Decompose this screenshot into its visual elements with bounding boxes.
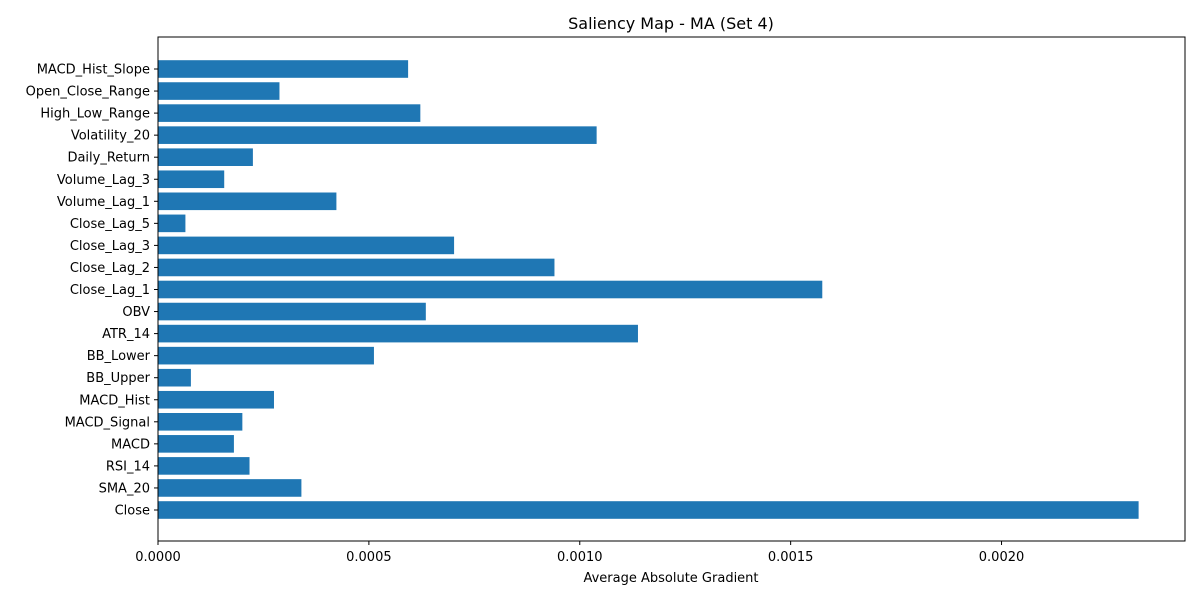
x-tick-label-0: 0.0000 — [135, 550, 181, 565]
bars-group — [158, 60, 1139, 519]
bar-macd-signal — [158, 413, 243, 431]
y-tick-label-atr-14: ATR_14 — [102, 327, 150, 342]
bar-open-close-range — [158, 82, 280, 100]
y-tick-label-open-close-range: Open_Close_Range — [26, 85, 150, 100]
bar-bb-upper — [158, 368, 191, 387]
y-tick-label-macd: MACD — [111, 437, 150, 452]
bar-close-lag-3 — [158, 236, 455, 255]
y-tick-label-sma-20: SMA_20 — [99, 481, 150, 496]
y-tick-label-daily-return: Daily_Return — [67, 151, 150, 166]
x-tick-label-3: 0.0015 — [768, 550, 814, 565]
y-tick-label-macd-hist-slope: MACD_Hist_Slope — [37, 63, 150, 78]
x-tick-label-4: 0.0020 — [979, 550, 1025, 565]
bar-high-low-range — [158, 104, 421, 122]
bar-close — [158, 501, 1139, 519]
bar-close-lag-2 — [158, 258, 555, 277]
bar-bb-lower — [158, 346, 374, 365]
bar-volatility-20 — [158, 126, 597, 144]
y-tick-label-volume-lag-3: Volume_Lag_3 — [57, 173, 150, 188]
y-tick-label-close-lag-2: Close_Lag_2 — [70, 261, 150, 276]
bar-macd-hist — [158, 390, 274, 409]
y-tick-label-high-low-range: High_Low_Range — [40, 107, 150, 122]
bar-macd — [158, 435, 234, 453]
bar-rsi-14 — [158, 457, 250, 475]
bar-sma-20 — [158, 479, 302, 497]
bar-close-lag-1 — [158, 280, 823, 299]
bar-volume-lag-3 — [158, 170, 225, 189]
y-tick-label-close: Close — [115, 504, 150, 519]
chart-title: Saliency Map - MA (Set 4) — [568, 14, 774, 33]
bar-daily-return — [158, 148, 253, 166]
plot-frame — [157, 36, 1186, 542]
y-tick-label-volume-lag-1: Volume_Lag_1 — [57, 195, 150, 210]
y-tick-label-close-lag-5: Close_Lag_5 — [70, 217, 150, 232]
y-tick-label-macd-signal: MACD_Signal — [65, 415, 150, 430]
bar-obv — [158, 302, 426, 321]
x-tick-label-2: 0.0010 — [557, 550, 603, 565]
bar-volume-lag-1 — [158, 192, 337, 211]
y-tick-label-volatility-20: Volatility_20 — [71, 129, 150, 144]
y-tick-label-bb-lower: BB_Lower — [87, 349, 151, 364]
x-axis-ticks: 0.0000 0.0005 0.0010 0.0015 0.0020 — [135, 541, 1024, 565]
y-tick-label-close-lag-1: Close_Lag_1 — [70, 283, 150, 298]
y-tick-label-macd-hist: MACD_Hist — [79, 393, 150, 408]
y-tick-label-bb-upper: BB_Upper — [86, 371, 150, 386]
bar-atr-14 — [158, 324, 638, 343]
y-tick-label-rsi-14: RSI_14 — [106, 459, 150, 474]
y-tick-label-obv: OBV — [122, 305, 150, 320]
y-tick-label-close-lag-3: Close_Lag_3 — [70, 239, 150, 254]
x-tick-label-1: 0.0005 — [346, 550, 392, 565]
x-axis-label: Average Absolute Gradient — [583, 571, 758, 586]
y-axis-ticks: Close SMA_20 RSI_14 MACD MACD_Signal MACD_His… — [26, 63, 158, 519]
bar-close-lag-5 — [158, 214, 186, 233]
bar-macd-hist-slope — [158, 60, 409, 78]
